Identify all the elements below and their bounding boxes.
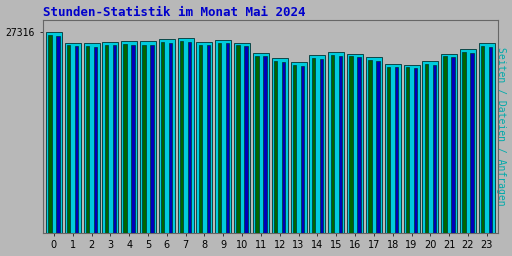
Bar	[65, 42, 81, 233]
Bar	[178, 38, 194, 233]
Bar	[489, 47, 493, 233]
Bar	[48, 35, 52, 233]
Bar	[169, 42, 173, 233]
Bar	[481, 46, 484, 233]
Bar	[104, 45, 108, 233]
Bar	[102, 42, 118, 233]
Bar	[414, 68, 417, 233]
Bar	[142, 45, 145, 233]
Bar	[56, 36, 59, 233]
Bar	[215, 40, 231, 233]
Bar	[151, 45, 154, 233]
Bar	[424, 64, 428, 233]
Bar	[471, 53, 474, 233]
Bar	[123, 44, 127, 233]
Bar	[83, 43, 99, 233]
Bar	[274, 61, 278, 233]
Bar	[46, 32, 62, 233]
Bar	[218, 42, 221, 233]
Bar	[293, 65, 296, 233]
Bar	[385, 64, 401, 233]
Bar	[159, 39, 175, 233]
Bar	[301, 66, 304, 233]
Bar	[255, 56, 259, 233]
Bar	[338, 56, 342, 233]
Bar	[433, 65, 436, 233]
Bar	[462, 52, 466, 233]
Bar	[86, 46, 89, 233]
Y-axis label: Seiten / Dateien / Anfragen: Seiten / Dateien / Anfragen	[497, 47, 506, 206]
Bar	[395, 68, 398, 233]
Bar	[387, 67, 390, 233]
Bar	[349, 57, 353, 233]
Bar	[357, 57, 361, 233]
Bar	[263, 57, 267, 233]
Bar	[244, 46, 248, 233]
Bar	[376, 61, 379, 233]
Bar	[75, 46, 78, 233]
Bar	[188, 42, 191, 233]
Bar	[443, 57, 447, 233]
Bar	[331, 55, 334, 233]
Bar	[237, 45, 240, 233]
Bar	[199, 45, 202, 233]
Bar	[282, 62, 285, 233]
Bar	[368, 60, 372, 233]
Bar	[67, 45, 70, 233]
Bar	[140, 41, 156, 233]
Bar	[406, 68, 409, 233]
Bar	[234, 42, 250, 233]
Bar	[253, 53, 269, 233]
Bar	[366, 57, 382, 233]
Bar	[312, 58, 315, 233]
Bar	[452, 57, 455, 233]
Bar	[328, 52, 344, 233]
Bar	[161, 42, 164, 233]
Bar	[479, 43, 495, 233]
Bar	[226, 43, 229, 233]
Bar	[347, 54, 363, 233]
Bar	[291, 62, 307, 233]
Text: Stunden-Statistik im Monat Mai 2024: Stunden-Statistik im Monat Mai 2024	[42, 6, 305, 18]
Bar	[121, 41, 137, 233]
Bar	[309, 55, 326, 233]
Bar	[113, 45, 116, 233]
Bar	[180, 41, 183, 233]
Bar	[422, 61, 438, 233]
Bar	[272, 58, 288, 233]
Bar	[207, 45, 210, 233]
Bar	[94, 47, 97, 233]
Bar	[460, 49, 476, 233]
Bar	[441, 54, 457, 233]
Bar	[319, 59, 323, 233]
Bar	[132, 45, 135, 233]
Bar	[197, 42, 212, 233]
Bar	[403, 65, 419, 233]
